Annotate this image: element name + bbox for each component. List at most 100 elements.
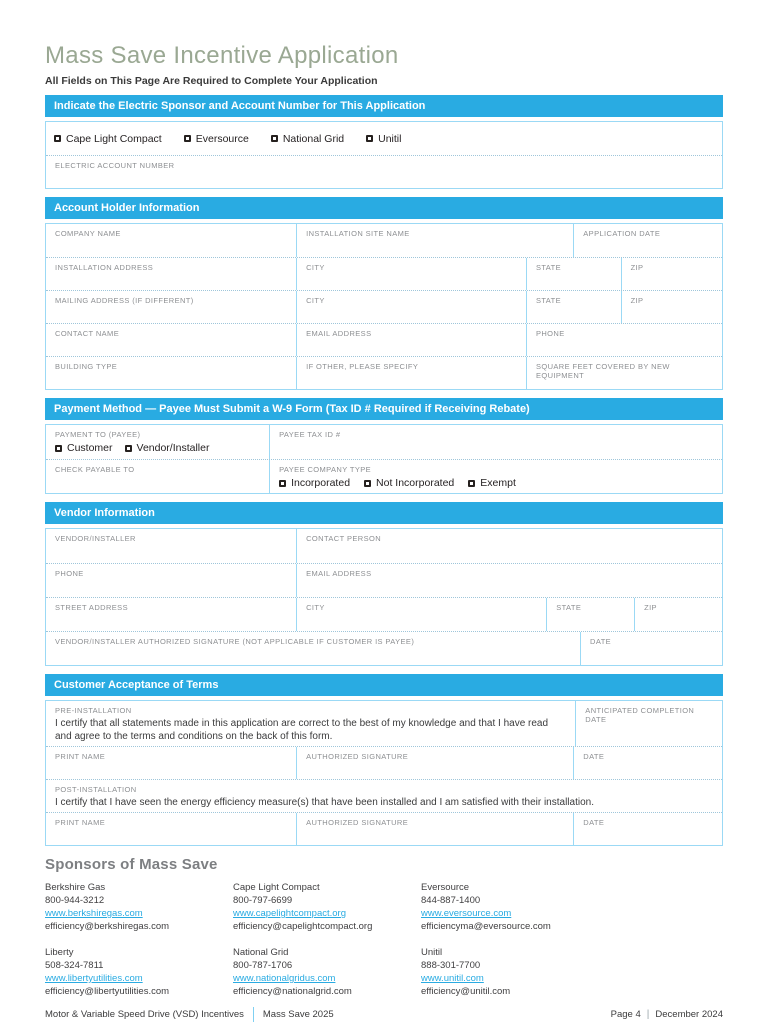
field-label: VENDOR/INSTALLER bbox=[55, 534, 136, 543]
field-label: PRE-INSTALLATION bbox=[55, 706, 132, 715]
field-installation-city[interactable]: CITY bbox=[296, 258, 526, 290]
field-square-feet[interactable]: SQUARE FEET COVERED BY NEW EQUIPMENT bbox=[525, 357, 722, 389]
field-anticipated-completion-date[interactable]: ANTICIPATED COMPLETION DATE bbox=[575, 701, 722, 746]
section-header-vendor-information: Vendor Information bbox=[45, 502, 723, 524]
checkbox-not-incorporated[interactable]: Not Incorporated bbox=[364, 477, 454, 489]
field-label: PHONE bbox=[55, 569, 84, 578]
footer-page-number: Page 4 bbox=[610, 1009, 641, 1020]
field-mailing-city[interactable]: CITY bbox=[296, 291, 526, 323]
field-label: VENDOR/INSTALLER AUTHORIZED SIGNATURE (N… bbox=[55, 637, 415, 646]
field-payment-to-payee: PAYMENT TO (PAYEE) Customer Vendor/Insta… bbox=[46, 425, 269, 459]
post-installation-text: I certify that I have seen the energy ef… bbox=[55, 797, 594, 808]
sponsor-name: Eversource bbox=[421, 882, 470, 893]
field-vendor-city[interactable]: CITY bbox=[296, 598, 546, 631]
checkbox-label: Exempt bbox=[480, 477, 516, 489]
section-customer-acceptance: Customer Acceptance of Terms PRE-INSTALL… bbox=[45, 674, 723, 846]
sponsor-phone: 508-324-7811 bbox=[45, 960, 104, 971]
checkbox-incorporated[interactable]: Incorporated bbox=[279, 477, 350, 489]
sponsor-unitil: Unitil 888-301-7700 www.unitil.com effic… bbox=[421, 946, 723, 998]
sponsor-link-berkshiregas[interactable]: www.berkshiregas.com bbox=[45, 908, 143, 919]
field-label: AUTHORIZED SIGNATURE bbox=[306, 818, 409, 827]
field-label: CITY bbox=[306, 603, 325, 612]
field-installation-zip[interactable]: ZIP bbox=[620, 258, 722, 290]
field-label: EMAIL ADDRESS bbox=[306, 569, 372, 578]
field-mailing-address[interactable]: MAILING ADDRESS (IF DIFFERENT) bbox=[46, 291, 296, 323]
sponsor-link-unitil[interactable]: www.unitil.com bbox=[421, 973, 484, 984]
field-label: PAYEE TAX ID # bbox=[279, 430, 341, 439]
field-contact-person[interactable]: CONTACT PERSON bbox=[296, 529, 722, 563]
checkbox-unitil[interactable]: Unitil bbox=[366, 133, 401, 145]
sponsors-heading: Sponsors of Mass Save bbox=[45, 856, 218, 873]
field-company-name[interactable]: COMPANY NAME bbox=[46, 224, 296, 257]
field-pre-print-name[interactable]: PRINT NAME bbox=[46, 747, 296, 779]
field-vendor-phone[interactable]: PHONE bbox=[46, 564, 296, 597]
pre-installation-text: I certify that all statements made in th… bbox=[55, 718, 549, 742]
vendor-information-table: VENDOR/INSTALLER CONTACT PERSON PHONE EM… bbox=[45, 528, 723, 666]
field-check-payable-to[interactable]: CHECK PAYABLE TO bbox=[46, 460, 269, 493]
sponsor-email: efficiency@libertyutilities.com bbox=[45, 986, 170, 997]
section-vendor-information: Vendor Information VENDOR/INSTALLER CONT… bbox=[45, 502, 723, 666]
field-label: DATE bbox=[590, 637, 612, 646]
field-post-authorized-signature[interactable]: AUTHORIZED SIGNATURE bbox=[296, 813, 573, 845]
checkbox-customer[interactable]: Customer bbox=[55, 442, 113, 454]
footer-separator: | bbox=[646, 1009, 650, 1020]
section-header-customer-acceptance: Customer Acceptance of Terms bbox=[45, 674, 723, 696]
checkbox-label: Incorporated bbox=[291, 477, 351, 489]
field-mailing-state[interactable]: STATE bbox=[525, 291, 621, 323]
checkbox-exempt[interactable]: Exempt bbox=[468, 477, 516, 489]
section-account-holder: Account Holder Information COMPANY NAME … bbox=[45, 197, 723, 390]
field-label: DATE bbox=[583, 752, 605, 761]
customer-acceptance-table: PRE-INSTALLATION I certify that all stat… bbox=[45, 700, 723, 846]
sponsor-link-eversource[interactable]: www.eversource.com bbox=[421, 908, 512, 919]
sponsor-email: efficiencyma@eversource.com bbox=[421, 921, 551, 932]
sponsor-link-nationalgridus[interactable]: www.nationalgridus.com bbox=[233, 973, 336, 984]
field-pre-date[interactable]: DATE bbox=[573, 747, 722, 779]
field-label: ZIP bbox=[644, 603, 657, 612]
field-vendor-authorized-signature[interactable]: VENDOR/INSTALLER AUTHORIZED SIGNATURE (N… bbox=[46, 632, 580, 665]
field-installation-site-name[interactable]: INSTALLATION SITE NAME bbox=[296, 224, 573, 257]
checkbox-eversource[interactable]: Eversource bbox=[183, 133, 249, 145]
footer-document-title: Motor & Variable Speed Drive (VSD) Incen… bbox=[45, 1009, 244, 1020]
field-electric-account-number[interactable]: ELECTRIC ACCOUNT NUMBER bbox=[46, 156, 722, 188]
field-pre-authorized-signature[interactable]: AUTHORIZED SIGNATURE bbox=[296, 747, 573, 779]
field-label: APPLICATION DATE bbox=[583, 229, 661, 238]
field-label: CHECK PAYABLE TO bbox=[55, 465, 135, 474]
field-label: AUTHORIZED SIGNATURE bbox=[306, 752, 409, 761]
field-application-date[interactable]: APPLICATION DATE bbox=[573, 224, 722, 257]
field-phone[interactable]: PHONE bbox=[525, 324, 722, 356]
field-street-address[interactable]: STREET ADDRESS bbox=[46, 598, 296, 631]
field-vendor-signature-date[interactable]: DATE bbox=[580, 632, 722, 665]
field-label: IF OTHER, PLEASE SPECIFY bbox=[306, 362, 419, 371]
field-vendor-zip[interactable]: ZIP bbox=[634, 598, 722, 631]
field-vendor-installer[interactable]: VENDOR/INSTALLER bbox=[46, 529, 296, 563]
sponsor-national-grid: National Grid 800-787-1706 www.nationalg… bbox=[233, 946, 421, 998]
checkbox-vendor-installer[interactable]: Vendor/Installer bbox=[124, 442, 209, 454]
field-payee-tax-id[interactable]: PAYEE TAX ID # bbox=[269, 425, 722, 459]
checkbox-icon bbox=[364, 479, 372, 487]
field-building-type[interactable]: BUILDING TYPE bbox=[46, 357, 296, 389]
field-installation-state[interactable]: STATE bbox=[525, 258, 621, 290]
field-contact-name[interactable]: CONTACT NAME bbox=[46, 324, 296, 356]
field-if-other-specify[interactable]: IF OTHER, PLEASE SPECIFY bbox=[296, 357, 526, 389]
field-email-address[interactable]: EMAIL ADDRESS bbox=[296, 324, 526, 356]
sponsor-phone: 844-887-1400 bbox=[421, 895, 481, 906]
field-label: CONTACT PERSON bbox=[306, 534, 382, 543]
sponsor-link-libertyutilities[interactable]: www.libertyutilities.com bbox=[45, 973, 143, 984]
field-mailing-zip[interactable]: ZIP bbox=[620, 291, 722, 323]
checkbox-label: National Grid bbox=[282, 132, 345, 145]
field-installation-address[interactable]: INSTALLATION ADDRESS bbox=[46, 258, 296, 290]
checkbox-cape-light-compact[interactable]: Cape Light Compact bbox=[54, 133, 162, 145]
field-post-date[interactable]: DATE bbox=[573, 813, 722, 845]
checkbox-national-grid[interactable]: National Grid bbox=[270, 132, 345, 145]
field-post-print-name[interactable]: PRINT NAME bbox=[46, 813, 296, 845]
sponsor-email: efficiency@nationalgrid.com bbox=[233, 986, 352, 997]
field-label: MAILING ADDRESS (IF DIFFERENT) bbox=[55, 296, 194, 305]
sponsor-link-capelightcompact[interactable]: www.capelightcompact.org bbox=[233, 908, 346, 919]
field-vendor-state[interactable]: STATE bbox=[546, 598, 634, 631]
field-label: ANTICIPATED COMPLETION DATE bbox=[585, 706, 695, 724]
field-label: INSTALLATION ADDRESS bbox=[55, 263, 154, 272]
sponsor-phone: 800-944-3212 bbox=[45, 895, 105, 906]
field-vendor-email[interactable]: EMAIL ADDRESS bbox=[296, 564, 722, 597]
page-footer: Motor & Variable Speed Drive (VSD) Incen… bbox=[45, 1007, 723, 1022]
